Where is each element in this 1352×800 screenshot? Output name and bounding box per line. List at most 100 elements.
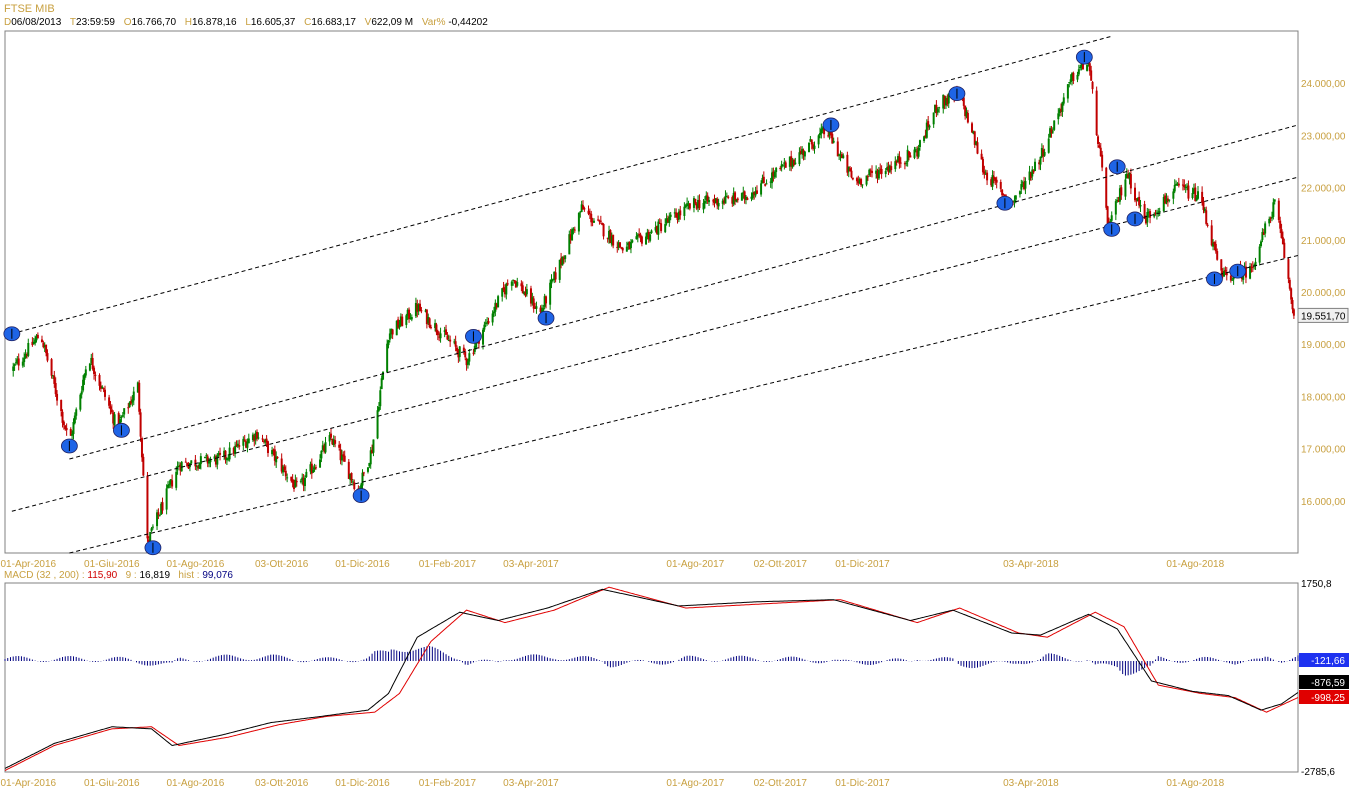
candle-body [727, 196, 730, 198]
candle-body [851, 177, 854, 180]
candle-body [369, 450, 372, 465]
candle-body [117, 413, 120, 430]
candle-body [1195, 197, 1198, 201]
field-key-volume: V [364, 17, 372, 28]
candle-body [743, 191, 746, 200]
macd-value-box [1299, 675, 1349, 689]
candle-body [1201, 191, 1204, 203]
macd-x-tick-label: 01-Giu-2016 [84, 778, 140, 789]
candle-body [798, 152, 801, 165]
candle-body [313, 467, 316, 470]
candle-body [665, 218, 668, 224]
candle-body [1172, 191, 1175, 199]
candle-body [1088, 63, 1091, 72]
candle-body [525, 289, 528, 295]
candle-body [506, 283, 509, 285]
candle-body [323, 445, 326, 452]
candle-body [573, 229, 576, 231]
candle-body [1079, 66, 1082, 69]
candle-body [640, 236, 643, 244]
candle-body [72, 422, 75, 435]
candle-body [1268, 218, 1271, 224]
candle-body [1101, 154, 1104, 168]
candle-body [235, 444, 238, 446]
candle-body [698, 199, 701, 209]
candle-body [40, 339, 43, 343]
price-x-tick-label: 03-Ott-2016 [255, 559, 309, 570]
candle-body [616, 246, 619, 248]
candle-body [331, 438, 334, 445]
candle-body [994, 177, 997, 181]
candle-body [227, 458, 230, 460]
candle-body [53, 375, 56, 384]
candle-body [629, 242, 632, 249]
candle-body [1001, 189, 1004, 196]
candle-body [350, 472, 353, 481]
candle-body [366, 467, 369, 472]
candle-body [32, 341, 35, 344]
candle-body [265, 438, 268, 443]
candle-body [906, 149, 909, 162]
candle-body [636, 234, 639, 237]
candle-body [34, 339, 37, 344]
candle-body [799, 150, 802, 154]
candle-body [539, 307, 542, 313]
candle-body [399, 316, 402, 326]
candle-body [438, 336, 441, 338]
candle-body [809, 139, 812, 142]
candle-body [410, 317, 413, 320]
candle-body [303, 477, 306, 487]
candle-body [50, 359, 53, 376]
candle-body [101, 386, 104, 389]
candle-body [1068, 82, 1071, 84]
candle-body [1194, 187, 1197, 201]
candle-body [93, 367, 96, 375]
price-x-tick-label: 01-Dic-2017 [835, 559, 890, 570]
candle-body [694, 198, 697, 204]
candle-body [601, 222, 604, 225]
candle-body [368, 462, 371, 467]
candle-body [31, 341, 34, 346]
candle-body [608, 230, 611, 240]
candle-body [301, 477, 304, 481]
candle-body [187, 466, 190, 469]
candle-body [754, 191, 757, 196]
candle-body [175, 471, 178, 488]
candle-body [746, 198, 749, 200]
candle-body [195, 465, 198, 467]
candle-body [991, 175, 994, 187]
candle-body [361, 472, 364, 486]
candle-body [1134, 187, 1137, 201]
candle-body [924, 135, 927, 137]
macd-x-tick-label: 01-Dic-2016 [335, 778, 390, 789]
candle-body [1292, 309, 1295, 316]
macd-name: MACD [4, 570, 34, 581]
candle-body [1077, 69, 1080, 75]
candle-body [1213, 242, 1216, 246]
candle-body [975, 141, 978, 145]
candle-body [588, 213, 591, 215]
candle-body [1049, 128, 1052, 138]
candle-body [157, 512, 160, 515]
candle-body [635, 236, 638, 240]
candle-body [1260, 241, 1263, 247]
candle-body [454, 341, 457, 347]
candle-body [1002, 194, 1005, 196]
candle-body [1250, 266, 1253, 268]
candle-body [1288, 279, 1291, 289]
candle-body [273, 449, 276, 461]
candle-body [1192, 188, 1195, 194]
field-key-close: C [304, 17, 312, 28]
price-y-tick-label: 24.000,00 [1301, 79, 1346, 90]
candle-body [649, 234, 652, 241]
candle-body [990, 179, 993, 186]
candle-body [1021, 182, 1024, 184]
candle-body [876, 171, 879, 179]
candle-body [494, 302, 497, 312]
candle-body [817, 135, 820, 145]
candle-body [849, 168, 852, 172]
candle-body [712, 200, 715, 202]
candle-body [472, 352, 475, 354]
